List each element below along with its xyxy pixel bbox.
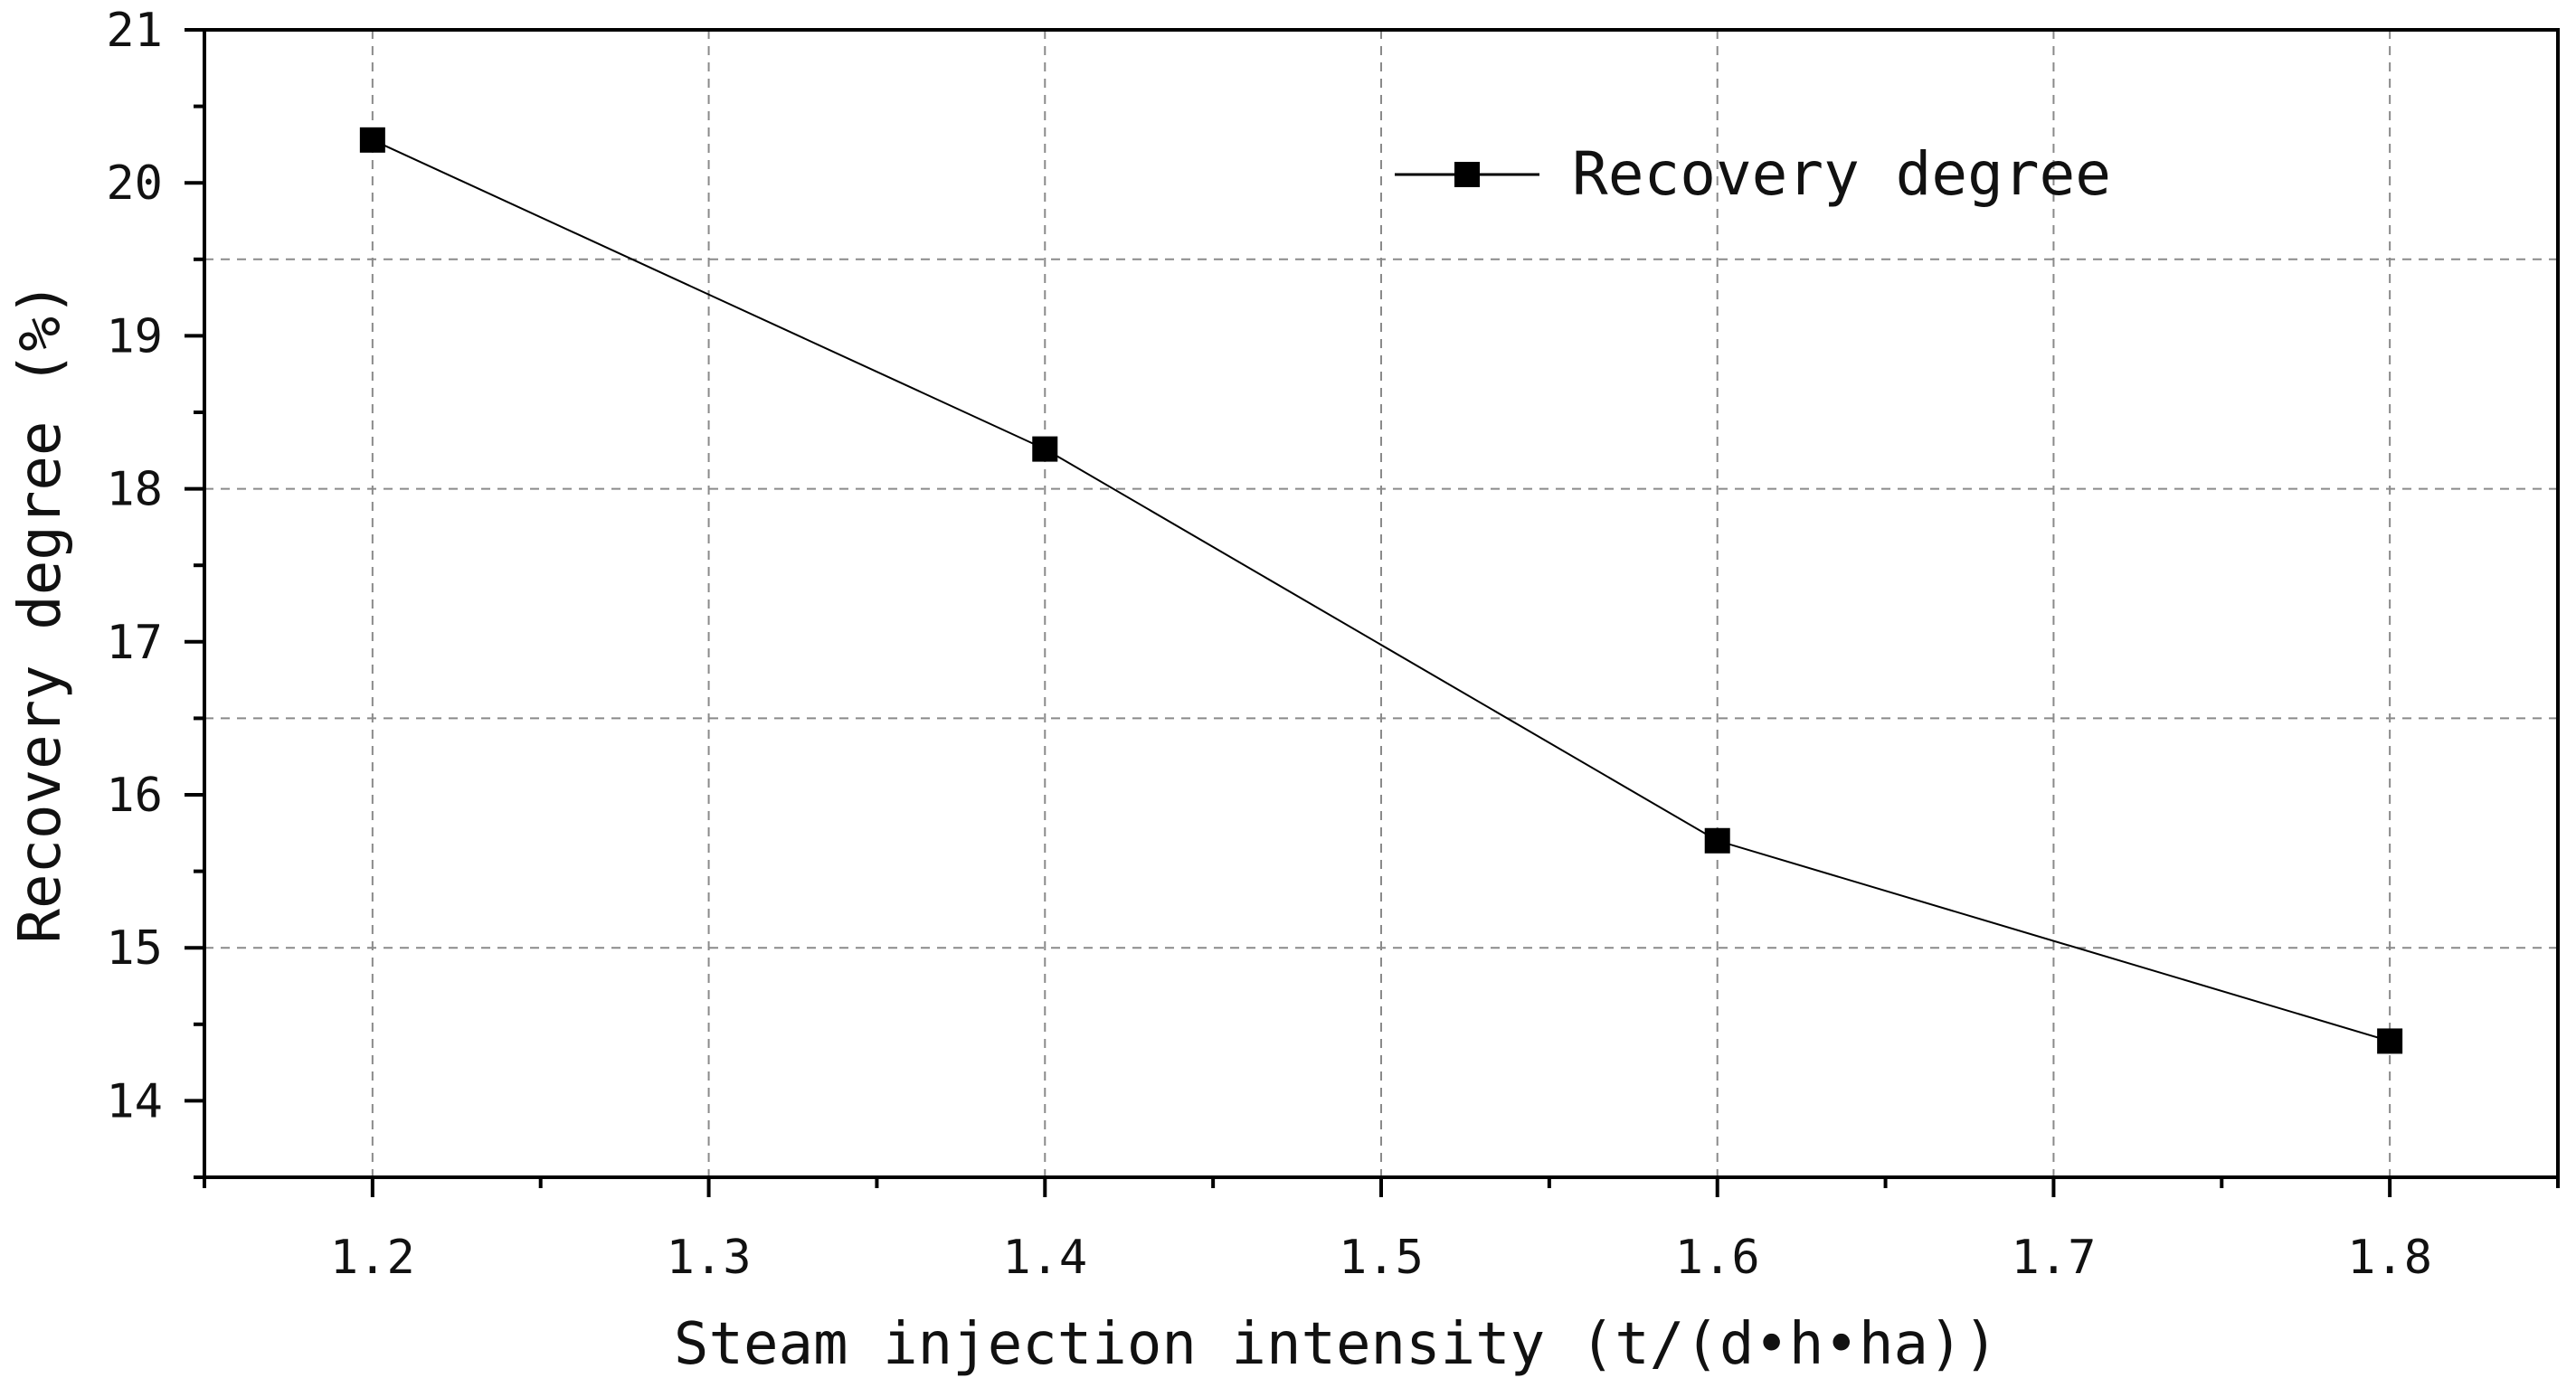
x-tick-label: 1.7 bbox=[2011, 1231, 2096, 1285]
grid-lines bbox=[204, 30, 2558, 1177]
y-tick-label: 16 bbox=[106, 769, 163, 823]
x-tick-label: 1.8 bbox=[2347, 1231, 2432, 1285]
x-tick-label: 1.2 bbox=[330, 1231, 415, 1285]
x-tick-label: 1.5 bbox=[1339, 1231, 1424, 1285]
x-tick-label: 1.4 bbox=[1002, 1231, 1087, 1285]
y-tick-label: 14 bbox=[106, 1074, 163, 1128]
legend-label: Recovery degree bbox=[1572, 139, 2111, 209]
y-tick-label: 20 bbox=[106, 156, 163, 211]
data-point-0-1 bbox=[1032, 436, 1058, 462]
legend-marker-square bbox=[1454, 162, 1480, 187]
series-line-0 bbox=[372, 138, 2391, 1043]
data-point-0-2 bbox=[1704, 827, 1730, 854]
series-layer bbox=[359, 127, 2403, 1054]
y-tick-label: 17 bbox=[106, 616, 163, 670]
x-axis-title: Steam injection intensity (t/(d•h•ha)) bbox=[674, 1311, 1998, 1378]
y-tick-label: 21 bbox=[106, 4, 163, 58]
data-point-0-3 bbox=[2377, 1028, 2403, 1054]
y-tick-label: 18 bbox=[106, 463, 163, 517]
x-tick-label: 1.3 bbox=[667, 1231, 752, 1285]
y-tick-label: 19 bbox=[106, 309, 163, 363]
legend: Recovery degree bbox=[1395, 139, 2111, 209]
axes: 1.2 1.3 1.4 1.5 1.6 1.7 1.8 14 15 16 17 18 19 20 21 bbox=[106, 4, 2560, 1285]
data-point-0-0 bbox=[359, 127, 385, 153]
y-axis-title: Recovery degree (%) bbox=[7, 281, 74, 943]
x-tick-label: 1.6 bbox=[1675, 1231, 1760, 1285]
y-tick-label: 15 bbox=[106, 921, 163, 976]
